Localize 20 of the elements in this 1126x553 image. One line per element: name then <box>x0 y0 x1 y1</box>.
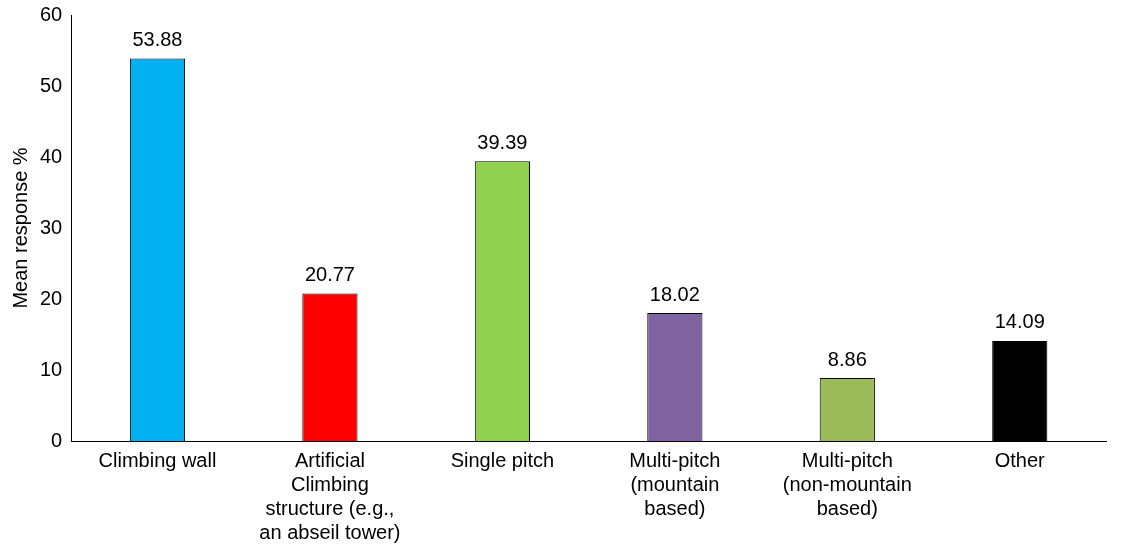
y-tick-label: 50 <box>40 73 63 96</box>
x-tick-label: Other <box>994 448 1046 471</box>
x-tick-label: Artificial Climbing structure (e.g., an abseil tower) <box>259 448 401 543</box>
data-label: 8.86 <box>827 347 867 370</box>
x-tick-label: Climbing wall <box>98 448 217 471</box>
data-label: 53.88 <box>132 27 183 50</box>
y-tick-label: 30 <box>40 215 63 238</box>
y-tick-label: 10 <box>40 357 63 380</box>
data-label: 20.77 <box>304 263 355 286</box>
data-label: 39.39 <box>477 130 528 153</box>
y-tick-label: 20 <box>40 286 63 309</box>
y-tick-label: 60 <box>40 2 63 25</box>
data-label: 18.02 <box>649 282 700 305</box>
y-axis-title: Mean response % <box>8 147 31 309</box>
y-tick-label: 0 <box>51 428 63 451</box>
data-label: 14.09 <box>994 310 1045 333</box>
x-tick-label: Single pitch <box>450 448 555 471</box>
x-tick-label: Multi-pitch (non-mountain based) <box>782 448 912 519</box>
y-tick-label: 40 <box>40 144 63 167</box>
x-tick-label: Multi-pitch (mountain based) <box>629 448 721 519</box>
